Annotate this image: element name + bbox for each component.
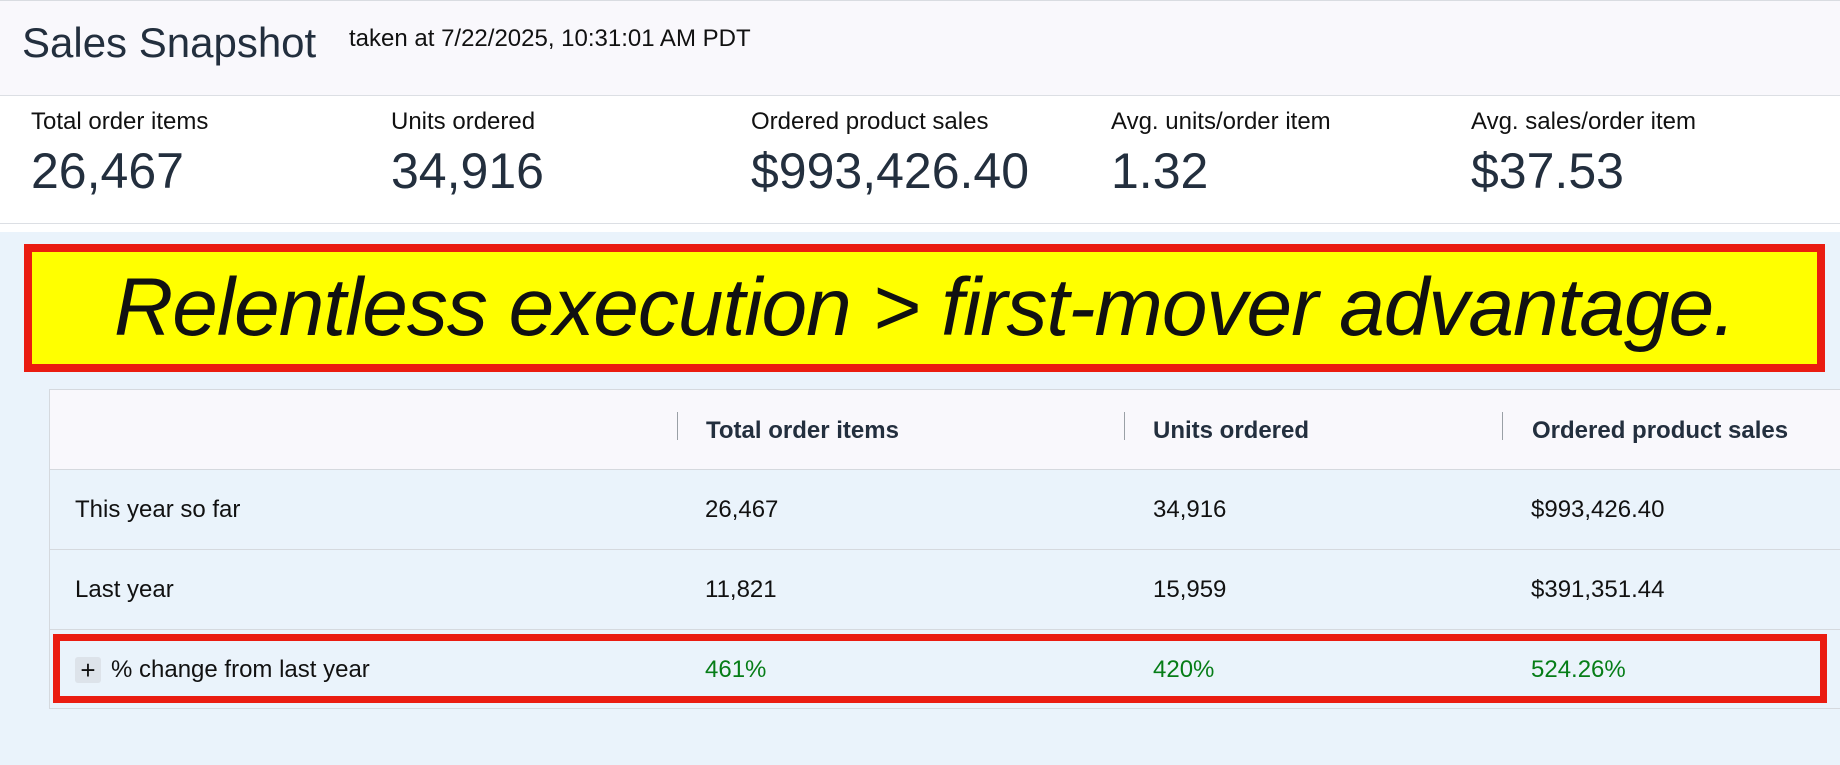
metrics-summary: Total order items 26,467 Units ordered 3… (0, 96, 1840, 224)
metric-label: Avg. units/order item (1111, 108, 1331, 135)
highlight-box (53, 634, 1827, 703)
column-header-total-order-items[interactable]: Total order items (706, 417, 899, 444)
metric-ordered-product-sales: Ordered product sales $993,426.40 (751, 108, 1029, 200)
snapshot-timestamp: taken at 7/22/2025, 10:31:01 AM PDT (349, 25, 751, 52)
table-cell: $391,351.44 (1531, 576, 1665, 603)
table-cell: 11,821 (705, 576, 777, 603)
page-title: Sales Snapshot (22, 19, 317, 66)
table-header: Total order items Units ordered Ordered … (50, 390, 1840, 470)
metric-label: Units ordered (391, 108, 536, 135)
column-divider[interactable] (1502, 412, 1503, 440)
table-cell: 34,916 (1153, 496, 1227, 523)
metric-label: Avg. sales/order item (1471, 108, 1696, 135)
metric-value: 34,916 (391, 143, 544, 199)
row-label: % change from last year (111, 656, 370, 683)
plus-icon[interactable]: + (75, 657, 101, 683)
column-divider[interactable] (677, 412, 678, 440)
row-label: Last year (75, 576, 174, 603)
percent-change-value: 524.26% (1531, 656, 1626, 683)
table-cell: $993,426.40 (1531, 496, 1665, 523)
table-cell: 15,959 (1153, 576, 1227, 603)
column-header-units-ordered[interactable]: Units ordered (1153, 417, 1310, 444)
metric-total-order-items: Total order items 26,467 (31, 108, 208, 200)
table-row: This year so far 26,467 34,916 $993,426.… (50, 470, 1840, 550)
metric-units-ordered: Units ordered 34,916 (391, 108, 544, 200)
metric-value: 26,467 (31, 143, 184, 199)
metric-label: Total order items (31, 108, 209, 135)
table-row: Last year 11,821 15,959 $391,351.44 (50, 550, 1840, 630)
row-label: This year so far (75, 496, 241, 523)
percent-change-value: 420% (1153, 656, 1215, 683)
table-row-percent-change: % change from last year 461% 420% 524.26… (50, 630, 1840, 710)
snapshot-header: Sales Snapshot taken at 7/22/2025, 10:31… (0, 0, 1840, 96)
percent-change-value: 461% (705, 656, 767, 683)
comparison-table: Total order items Units ordered Ordered … (49, 389, 1840, 709)
metric-label: Ordered product sales (751, 108, 989, 135)
metric-avg-units-per-order-item: Avg. units/order item 1.32 (1111, 108, 1331, 200)
banner-text: Relentless execution > first-mover advan… (114, 262, 1736, 353)
metric-value: 1.32 (1111, 143, 1209, 199)
column-header-ordered-product-sales[interactable]: Ordered product sales (1532, 417, 1789, 444)
metric-value: $993,426.40 (751, 143, 1030, 199)
column-divider[interactable] (1124, 412, 1125, 440)
quote-banner: Relentless execution > first-mover advan… (24, 244, 1825, 372)
metric-value: $37.53 (1471, 143, 1624, 199)
metric-avg-sales-per-order-item: Avg. sales/order item $37.53 (1471, 108, 1696, 200)
table-cell: 26,467 (705, 496, 779, 523)
